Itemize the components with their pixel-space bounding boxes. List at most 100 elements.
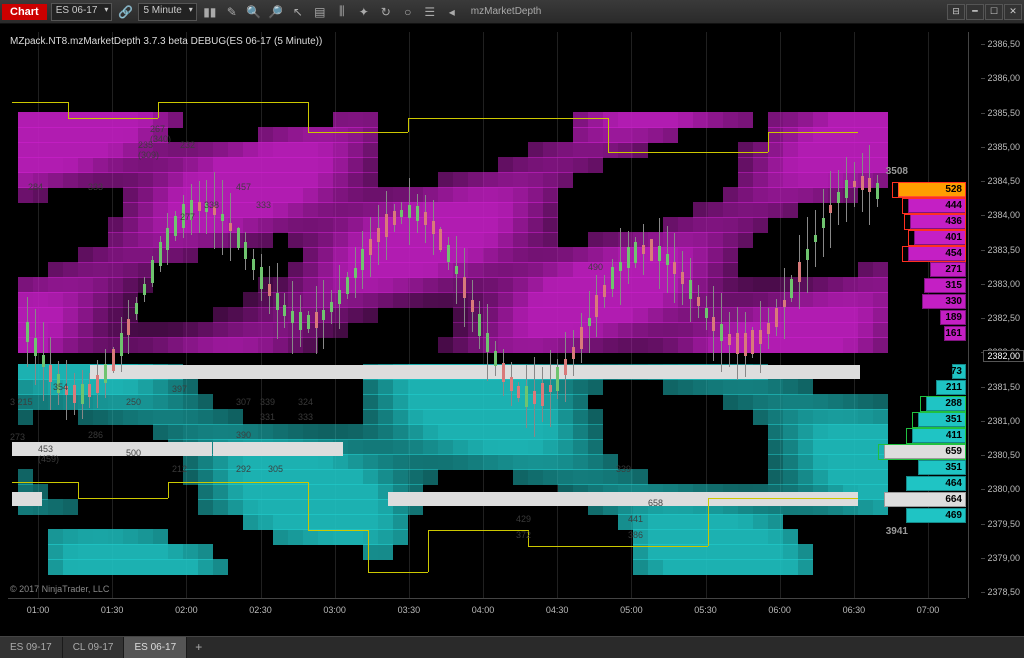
annotation: 658 [648,498,663,508]
refresh-icon[interactable]: ○ [399,3,417,21]
bid-depth-bar: 469 [906,508,966,523]
ask-depth-bar: 189 [940,310,966,325]
time-tick: 05:00 [620,605,643,615]
annotation: 333 [298,412,313,422]
price-tick: 2385,50 [987,108,1020,118]
tab-CL-09-17[interactable]: CL 09-17 [63,637,125,658]
price-tick: 2380,00 [987,484,1020,494]
annotation: (309) [138,150,159,160]
tab-bar: ES 09-17CL 09-17ES 06-17+ [0,636,1024,658]
time-axis: 01:00 01:30 02:00 02:30 03:00 03:30 04:00 04:30… [8,598,966,622]
ask-depth-bar: 315 [924,278,966,293]
toolbar: Chart ES 06-17 🔗 5 Minute ▮▮ ✎ 🔍 🔎 ↖ ▤ ⫼… [0,0,1024,24]
annotation: 453 [38,444,53,454]
annotation: 386 [628,530,643,540]
annotation: 457 [236,182,251,192]
price-tick: 2385,00 [987,142,1020,152]
annotation: 333 [256,200,271,210]
bid-depth-bar: 664 [884,492,966,507]
time-tick: 01:00 [27,605,50,615]
price-tick: 2382,50 [987,313,1020,323]
data-icon[interactable]: ▤ [311,3,329,21]
price-tick: 2381,50 [987,382,1020,392]
indicator-label: mzMarketDepth [471,6,542,17]
chart-area[interactable]: MZpack.NT8.mzMarketDepth 3.7.3 beta DEBU… [0,24,1024,636]
close-icon[interactable]: ✕ [1004,4,1022,20]
time-tick: 04:30 [546,605,569,615]
time-tick: 02:30 [249,605,272,615]
price-tick: 2383,00 [987,279,1020,289]
annotation: 284 [28,182,43,192]
time-tick: 01:30 [101,605,124,615]
bid-depth-bar: 211 [936,380,966,395]
annotation: 305 [268,464,283,474]
bid-depth-bar: 464 [906,476,966,491]
price-tick: 2384,50 [987,176,1020,186]
list-icon[interactable]: ☰ [421,3,439,21]
annotation: 338 [204,200,219,210]
chart-title: MZpack.NT8.mzMarketDepth 3.7.3 beta DEBU… [10,36,322,47]
price-tick: 2380,50 [987,450,1020,460]
zoom-in-icon[interactable]: 🔍 [245,3,263,21]
annotation: 339 [616,464,631,474]
bars-icon[interactable]: ▮▮ [201,3,219,21]
copyright: © 2017 NinjaTrader, LLC [10,584,109,594]
ask-summary: 3508 [886,166,908,177]
more-icon[interactable]: ◂ [443,3,461,21]
annotation: 390 [236,430,251,440]
instrument-select[interactable]: ES 06-17 [51,3,113,21]
time-tick: 07:00 [917,605,940,615]
annotation: 286 [88,430,103,440]
annotation: 500 [126,448,141,458]
price-axis: 2386,50 2386,00 2385,50 2385,00 2384,50 2384,… [968,32,1024,598]
annotation: 267 [150,124,165,134]
bid-depth-bar: 73 [952,364,966,379]
price-tick: 2386,50 [987,39,1020,49]
tab-ES-09-17[interactable]: ES 09-17 [0,637,63,658]
pin-icon[interactable]: ⊟ [947,4,965,20]
annotation: 250 [126,397,141,407]
annotation: 397 [172,384,187,394]
chart-type-icon[interactable]: ⫼ [333,3,351,21]
ask-depth-bar: 330 [922,294,966,309]
timeframe-select[interactable]: 5 Minute [138,3,196,21]
annotation: 339 [260,397,275,407]
time-tick: 03:00 [323,605,346,615]
annotation: (340) [150,134,171,144]
time-tick: 06:00 [768,605,791,615]
price-tick: 2383,50 [987,245,1020,255]
ask-depth-bar: 271 [930,262,966,277]
annotation: 429 [516,514,531,524]
price-tick: 2379,00 [987,553,1020,563]
annotation: 490 [588,262,603,272]
time-tick: 05:30 [694,605,717,615]
bid-depth-bar: 351 [918,460,966,475]
annotation: 277 [180,212,195,222]
cursor-icon[interactable]: ↖ [289,3,307,21]
link-icon[interactable]: 🔗 [116,3,134,21]
price-tick: 2381,00 [987,416,1020,426]
zoom-out-icon[interactable]: 🔎 [267,3,285,21]
price-tick: 2384,00 [987,210,1020,220]
time-tick: 03:30 [398,605,421,615]
maximize-icon[interactable]: ☐ [985,4,1003,20]
annotation: 3 215 [10,397,33,407]
minimize-icon[interactable]: ━ [966,4,984,20]
time-tick: 06:30 [843,605,866,615]
crosshair-icon[interactable]: ✦ [355,3,373,21]
tab-ES-06-17[interactable]: ES 06-17 [124,637,187,658]
price-tick: 2379,50 [987,519,1020,529]
annotation: 307 [236,397,251,407]
annotation: 372 [516,530,531,540]
plot[interactable]: 284333235(309)267(340)232277457338333490… [8,32,966,598]
price-tick: 2386,00 [987,73,1020,83]
annotation: 441 [628,514,643,524]
current-price-box: 2382,00 [983,350,1024,362]
pencil-icon[interactable]: ✎ [223,3,241,21]
time-tick: 04:00 [472,605,495,615]
time-tick: 02:00 [175,605,198,615]
window-controls: ⊟ ━ ☐ ✕ [947,4,1022,20]
annotation: 331 [260,412,275,422]
add-tab-button[interactable]: + [187,637,210,658]
sync-icon[interactable]: ↻ [377,3,395,21]
